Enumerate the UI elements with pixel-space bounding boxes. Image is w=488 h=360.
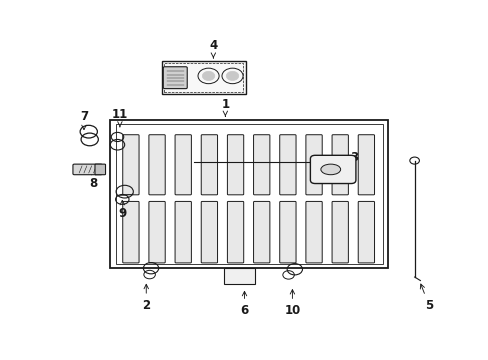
FancyBboxPatch shape	[175, 135, 191, 195]
FancyBboxPatch shape	[253, 135, 269, 195]
Text: 9: 9	[118, 201, 126, 220]
FancyBboxPatch shape	[122, 135, 139, 195]
Circle shape	[202, 71, 214, 81]
Bar	[110, 120, 387, 268]
FancyBboxPatch shape	[201, 202, 217, 263]
Text: 2: 2	[142, 284, 150, 312]
FancyBboxPatch shape	[305, 135, 322, 195]
FancyBboxPatch shape	[310, 155, 355, 184]
Text: 10: 10	[284, 290, 300, 317]
Text: 8: 8	[89, 170, 98, 190]
FancyBboxPatch shape	[279, 135, 295, 195]
FancyBboxPatch shape	[358, 202, 374, 263]
Bar	[164, 63, 243, 92]
FancyBboxPatch shape	[122, 202, 139, 263]
Bar	[116, 124, 382, 264]
FancyBboxPatch shape	[279, 202, 295, 263]
FancyBboxPatch shape	[149, 135, 165, 195]
FancyBboxPatch shape	[163, 67, 187, 89]
FancyBboxPatch shape	[201, 135, 217, 195]
FancyBboxPatch shape	[227, 135, 243, 195]
FancyBboxPatch shape	[149, 202, 165, 263]
FancyBboxPatch shape	[73, 164, 102, 175]
FancyBboxPatch shape	[175, 202, 191, 263]
FancyBboxPatch shape	[253, 202, 269, 263]
FancyBboxPatch shape	[331, 135, 347, 195]
Text: 11: 11	[112, 108, 128, 127]
FancyBboxPatch shape	[95, 164, 105, 175]
Circle shape	[226, 71, 238, 81]
Ellipse shape	[320, 164, 340, 175]
Bar	[224, 268, 255, 284]
FancyBboxPatch shape	[358, 135, 374, 195]
Text: 4: 4	[209, 40, 217, 58]
Text: 5: 5	[420, 284, 432, 312]
FancyBboxPatch shape	[305, 202, 322, 263]
Text: 7: 7	[80, 110, 88, 130]
FancyBboxPatch shape	[331, 202, 347, 263]
Text: 6: 6	[240, 291, 248, 317]
Text: 1: 1	[221, 98, 229, 116]
Text: 3: 3	[333, 150, 358, 166]
FancyBboxPatch shape	[227, 202, 243, 263]
Bar	[162, 61, 245, 94]
